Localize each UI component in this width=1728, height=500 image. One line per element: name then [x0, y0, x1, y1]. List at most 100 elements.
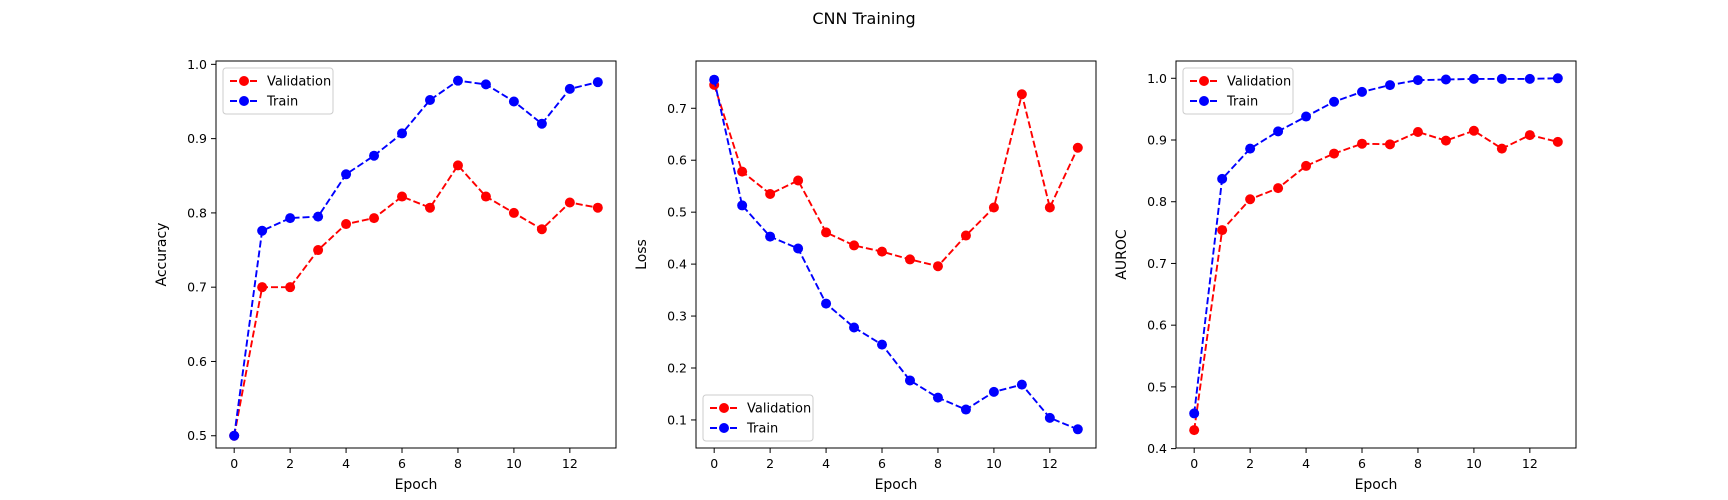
series-line-train — [1193, 77, 1558, 414]
subplot-3: 0 2 4 6 8 10 12 0.4 0.5 0.6 0.7 0.8 0.9 1.0 Epoch AUROC… — [1114, 60, 1577, 493]
x-tick-label: 6 — [1358, 456, 1366, 471]
data-point-train — [765, 231, 776, 242]
data-point-train — [1524, 73, 1535, 84]
data-point-train — [1189, 408, 1200, 419]
data-point-validation — [765, 188, 776, 199]
x-tick-label: 4 — [1302, 456, 1310, 471]
legend-label-train: Train — [266, 95, 298, 110]
data-point-validation — [536, 224, 547, 235]
data-point-train — [1217, 173, 1228, 184]
legend: Validation Train — [702, 394, 814, 442]
data-point-train — [1552, 73, 1563, 84]
data-point-train — [737, 200, 748, 211]
data-point-validation — [1301, 160, 1312, 171]
y-tick-label: 0.9 — [1147, 133, 1167, 148]
y-tick-label: 0.4 — [667, 257, 687, 272]
x-tick-label: 0 — [1190, 456, 1198, 471]
y-tick-label: 0.6 — [1147, 318, 1167, 333]
legend-marker-train — [239, 96, 249, 106]
data-point-validation — [1496, 143, 1507, 154]
y-tick-label: 0.5 — [187, 428, 207, 443]
data-point-validation — [424, 202, 435, 213]
x-tick-label: 10 — [1466, 456, 1482, 471]
data-point-validation — [1524, 130, 1535, 141]
data-point-train — [285, 213, 296, 224]
legend-marker-validation — [239, 76, 249, 86]
data-point-train — [341, 169, 352, 180]
y-tick-label: 0.2 — [667, 361, 687, 376]
data-point-train — [1016, 379, 1027, 390]
data-point-validation — [1357, 138, 1368, 149]
data-point-validation — [1552, 136, 1563, 147]
y-tick-label: 0.9 — [187, 131, 207, 146]
y-tick-label: 0.7 — [187, 280, 207, 295]
data-point-validation — [821, 227, 832, 238]
data-point-validation — [877, 246, 888, 257]
data-point-train — [1468, 73, 1479, 84]
data-point-validation — [369, 213, 380, 224]
data-point-validation — [564, 197, 575, 208]
y-axis-label: AUROC — [1114, 229, 1130, 280]
x-tick-label: 4 — [342, 456, 350, 471]
legend-marker-validation — [719, 403, 729, 413]
data-point-validation — [397, 191, 408, 202]
data-point-train — [1301, 111, 1312, 122]
data-point-train — [1072, 424, 1083, 435]
x-tick-label: 8 — [1414, 456, 1422, 471]
y-tick-label: 0.6 — [667, 153, 687, 168]
axes-frame — [695, 60, 1097, 449]
data-point-validation — [1016, 89, 1027, 100]
data-point-train — [821, 298, 832, 309]
x-tick-label: 2 — [766, 456, 774, 471]
y-tick-label: 0.4 — [1147, 441, 1167, 456]
data-point-validation — [1189, 425, 1200, 436]
legend-marker-validation — [1199, 76, 1209, 86]
data-point-train — [564, 83, 575, 94]
data-point-train — [1329, 96, 1340, 107]
data-point-train — [369, 150, 380, 161]
series-line-validation — [233, 163, 598, 436]
figure-title: CNN Training — [812, 9, 915, 28]
x-axis-label: Epoch — [875, 477, 918, 493]
data-point-validation — [1468, 125, 1479, 136]
data-point-train — [1273, 126, 1284, 137]
data-point-validation — [1384, 139, 1395, 150]
y-tick-label: 0.8 — [187, 205, 207, 220]
data-point-validation — [960, 230, 971, 241]
data-point-validation — [1440, 135, 1451, 146]
y-tick-label: 1.0 — [1147, 71, 1167, 86]
data-point-validation — [988, 202, 999, 213]
legend-label-validation: Validation — [267, 75, 331, 90]
legend-marker-train — [1199, 96, 1209, 106]
data-point-validation — [1245, 194, 1256, 205]
y-tick-label: 0.5 — [1147, 379, 1167, 394]
subplots: 0 2 4 6 8 10 12 0.5 0.6 0.7 0.8 0.9 1.0 Epoch Accuracy… — [154, 57, 1577, 493]
legend: Validation Train — [1182, 67, 1294, 115]
data-point-train — [313, 211, 324, 222]
data-point-train — [1245, 143, 1256, 154]
legend-marker-train — [719, 423, 729, 433]
data-point-validation — [1412, 126, 1423, 137]
series-line-train — [713, 79, 1079, 431]
subplot-1: 0 2 4 6 8 10 12 0.5 0.6 0.7 0.8 0.9 1.0 Epoch Accuracy… — [154, 57, 617, 493]
legend-box — [222, 67, 334, 115]
y-tick-label: 0.5 — [667, 205, 687, 220]
y-tick-label: 0.1 — [667, 412, 687, 427]
y-tick-label: 0.7 — [1147, 256, 1167, 271]
x-tick-label: 6 — [398, 456, 406, 471]
y-tick-label: 1.0 — [187, 57, 207, 72]
data-point-train — [452, 75, 463, 86]
x-tick-label: 10 — [506, 456, 522, 471]
x-tick-label: 6 — [878, 456, 886, 471]
data-point-train — [508, 96, 519, 107]
data-point-validation — [592, 202, 603, 213]
x-axis-label: Epoch — [395, 477, 438, 493]
data-point-validation — [480, 191, 491, 202]
data-point-train — [424, 94, 435, 105]
y-tick-label: 0.8 — [1147, 194, 1167, 209]
data-point-train — [1384, 80, 1395, 91]
data-point-validation — [508, 207, 519, 218]
legend-label-train: Train — [1226, 95, 1258, 110]
x-tick-label: 0 — [230, 456, 238, 471]
